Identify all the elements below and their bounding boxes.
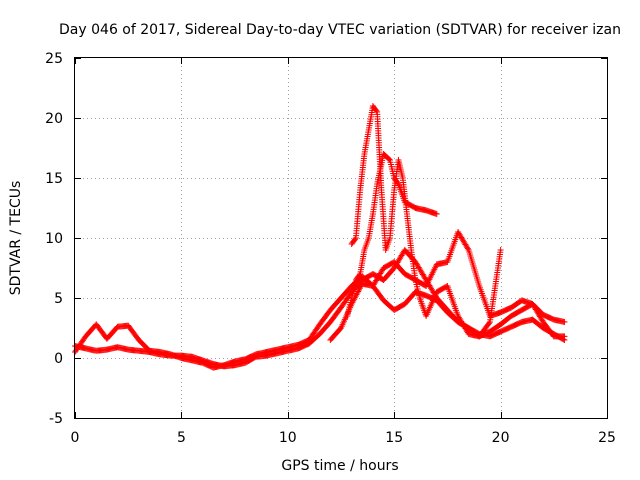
x-tick-label: 0	[71, 430, 80, 446]
data-point	[386, 156, 393, 163]
data-point	[433, 211, 440, 217]
data-point	[561, 319, 568, 325]
y-tick-label: 0	[54, 351, 63, 367]
plot-frame	[74, 57, 608, 419]
x-tick-label: 10	[279, 430, 297, 446]
y-tick-label: 20	[45, 111, 63, 127]
data-point	[464, 245, 471, 252]
axis-ticks: 0 5 10 15 20 25 -5 0 5 10 15 20 25	[45, 51, 616, 446]
y-axis-label: SDTVAR / TECUs	[8, 181, 24, 296]
grid-lines	[75, 58, 607, 418]
data-point	[373, 107, 380, 114]
x-tick-label: 5	[177, 430, 186, 446]
y-tick-label: 25	[45, 51, 63, 67]
data-points	[72, 103, 568, 371]
chart-title: Day 046 of 2017, Sidereal Day-to-day VTE…	[59, 22, 621, 38]
data-point	[486, 320, 493, 327]
data-point	[561, 333, 568, 340]
y-tick-label: -5	[49, 411, 63, 427]
data-point	[356, 272, 363, 279]
y-tick-label: 15	[45, 171, 63, 187]
x-tick-label: 15	[385, 430, 403, 446]
y-tick-label: 10	[45, 231, 63, 247]
y-tick-label: 5	[54, 291, 63, 307]
data-point	[497, 247, 504, 253]
data-point	[352, 236, 359, 243]
x-tick-label: 25	[598, 430, 616, 446]
x-axis-label: GPS time / hours	[281, 458, 398, 474]
x-tick-label: 20	[492, 430, 510, 446]
